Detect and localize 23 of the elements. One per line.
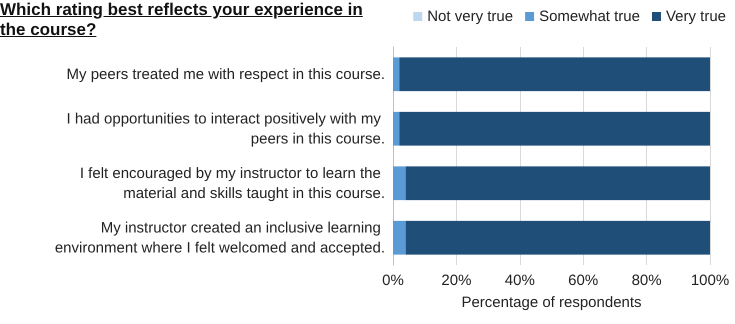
bar (393, 220, 406, 255)
bar (399, 112, 710, 146)
bar (393, 166, 406, 200)
text: Which rating best reflects your experience in the course? (0, 0, 364, 40)
bar (406, 166, 710, 200)
bar (406, 220, 710, 255)
x-tick-label: 80% (632, 272, 662, 289)
x-tick-label: 20% (441, 272, 472, 289)
legend-label: Very true (666, 8, 726, 25)
x-tick-label: 0% (382, 272, 404, 289)
bar (399, 57, 710, 92)
x-axis-title: Percentage of respondents (461, 294, 642, 311)
x-tick-label: 100% (690, 272, 730, 289)
legend-label: Not very true (427, 8, 514, 25)
y-tick-label: I had opportunities to interact positively with my peers in this course. (66, 110, 385, 148)
bar (393, 112, 400, 146)
y-tick-label: My peers treated me with respect in this course. (66, 66, 385, 83)
y-tick-label: I felt encouraged by my instructor to learn the material and skills taught in this course. (80, 164, 385, 202)
x-tick-label: 40% (504, 272, 535, 289)
x-tick-label: 60% (568, 272, 598, 289)
bar (393, 57, 400, 92)
y-tick-label: My instructor created an inclusive learning environment where I felt welcomed and accepted. (54, 219, 385, 256)
legend-label: Somewhat true (539, 8, 640, 25)
